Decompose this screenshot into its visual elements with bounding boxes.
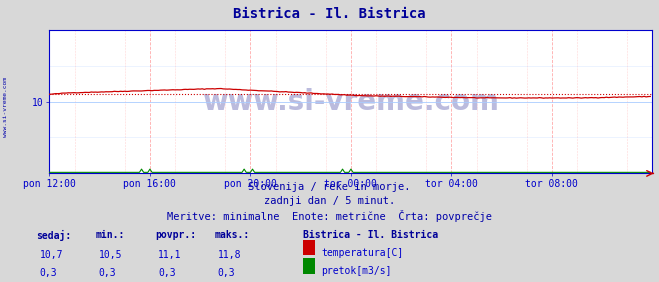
Text: www.si-vreme.com: www.si-vreme.com	[202, 87, 500, 116]
Text: Bistrica - Il. Bistrica: Bistrica - Il. Bistrica	[233, 7, 426, 21]
Text: 11,1: 11,1	[158, 250, 182, 259]
Text: 0,3: 0,3	[217, 268, 235, 278]
Text: 10,5: 10,5	[99, 250, 123, 259]
Text: pretok[m3/s]: pretok[m3/s]	[322, 266, 392, 276]
Text: Slovenija / reke in morje.: Slovenija / reke in morje.	[248, 182, 411, 192]
Text: Bistrica - Il. Bistrica: Bistrica - Il. Bistrica	[303, 230, 438, 240]
Text: 0,3: 0,3	[158, 268, 176, 278]
Text: sedaj:: sedaj:	[36, 230, 71, 241]
Text: 0,3: 0,3	[99, 268, 117, 278]
Text: povpr.:: povpr.:	[155, 230, 196, 240]
Text: zadnji dan / 5 minut.: zadnji dan / 5 minut.	[264, 196, 395, 206]
Text: 10,7: 10,7	[40, 250, 63, 259]
Text: Meritve: minimalne  Enote: metrične  Črta: povprečje: Meritve: minimalne Enote: metrične Črta:…	[167, 210, 492, 222]
Text: 0,3: 0,3	[40, 268, 57, 278]
Text: maks.:: maks.:	[214, 230, 249, 240]
Text: temperatura[C]: temperatura[C]	[322, 248, 404, 258]
Text: 11,8: 11,8	[217, 250, 241, 259]
Text: www.si-vreme.com: www.si-vreme.com	[3, 77, 8, 137]
Text: min.:: min.:	[96, 230, 125, 240]
